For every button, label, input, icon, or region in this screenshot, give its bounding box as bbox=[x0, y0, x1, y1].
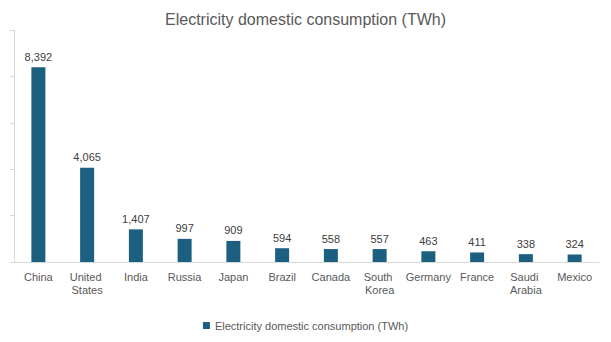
svg-text:324: 324 bbox=[565, 238, 583, 250]
svg-text:1,407: 1,407 bbox=[122, 213, 150, 225]
svg-text:594: 594 bbox=[273, 232, 291, 244]
svg-text:Saudi: Saudi bbox=[510, 271, 541, 283]
svg-text:India: India bbox=[124, 271, 149, 283]
svg-text:France: France bbox=[460, 271, 494, 283]
svg-text:South: South bbox=[364, 271, 396, 283]
svg-text:411: 411 bbox=[468, 236, 486, 248]
svg-text:909: 909 bbox=[224, 224, 242, 236]
svg-text:Russia: Russia bbox=[168, 271, 203, 283]
svg-text:557: 557 bbox=[370, 233, 388, 245]
svg-text:Brazil: Brazil bbox=[268, 271, 296, 283]
svg-text:States: States bbox=[72, 284, 104, 296]
svg-text:Electricity domestic consumpti: Electricity domestic consumption (TWh) bbox=[215, 320, 408, 332]
svg-text:Korea: Korea bbox=[365, 284, 395, 296]
svg-text:Japan: Japan bbox=[218, 271, 248, 283]
svg-text:Mexico: Mexico bbox=[557, 271, 592, 283]
svg-text:Arabia: Arabia bbox=[510, 284, 543, 296]
svg-text:8,392: 8,392 bbox=[25, 51, 53, 63]
svg-text:Electricity domestic consumpti: Electricity domestic consumption (TWh) bbox=[165, 11, 446, 28]
svg-text:Germany: Germany bbox=[406, 271, 452, 283]
svg-text:United: United bbox=[70, 271, 105, 283]
svg-text:997: 997 bbox=[175, 222, 193, 234]
svg-text:Canada: Canada bbox=[312, 271, 351, 283]
svg-text:4,065: 4,065 bbox=[73, 151, 101, 163]
svg-text:558: 558 bbox=[322, 233, 340, 245]
svg-text:463: 463 bbox=[419, 235, 437, 247]
svg-text:338: 338 bbox=[517, 238, 535, 250]
svg-text:China: China bbox=[24, 271, 54, 283]
